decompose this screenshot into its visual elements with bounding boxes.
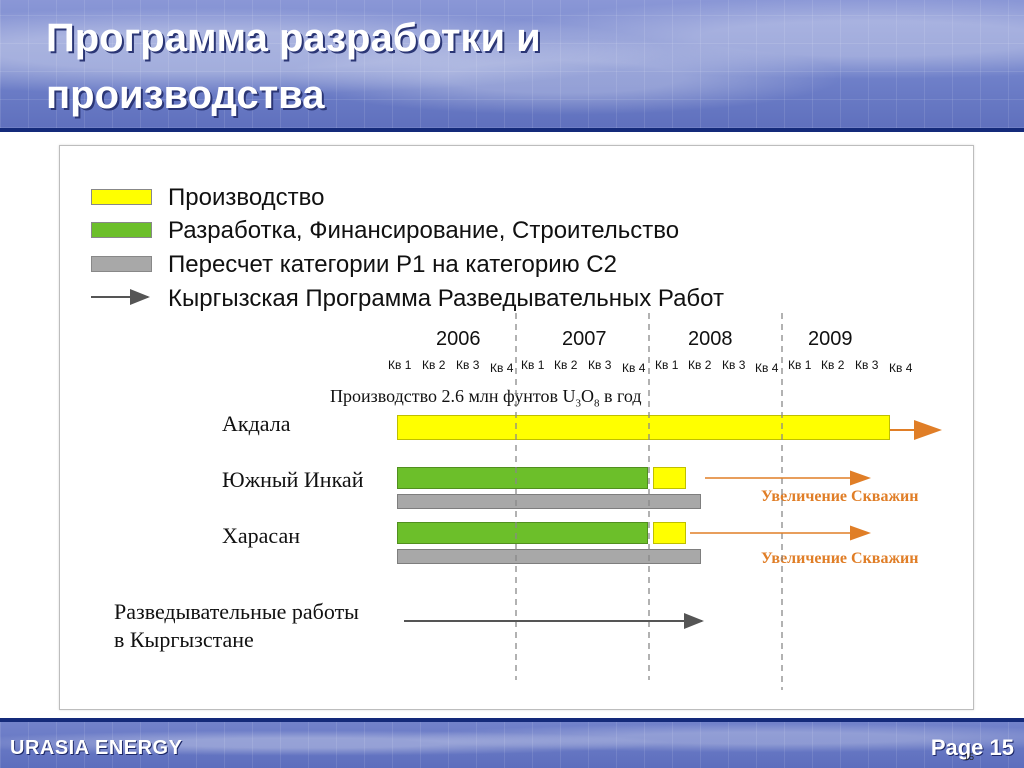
production-note-prefix: Производство 2.6 млн фунтов U	[330, 386, 576, 406]
brand-logo: URASIA ENERGY	[10, 737, 183, 759]
page-number: Page 15	[930, 735, 1014, 760]
quarter-label: Кв 4	[755, 361, 779, 375]
year-label-2007: 2007	[562, 328, 607, 350]
bar-south-inkai-development	[397, 467, 648, 489]
annotation-increase-wells-south-inkai: Увеличение Скважин	[761, 488, 919, 505]
bar-south-inkai-production	[653, 467, 686, 489]
annotation-increase-wells-harasan: Увеличение Скважин	[761, 550, 919, 567]
slide-title: Программа разработки и производства	[46, 10, 746, 124]
legend-swatch-reclassification	[91, 256, 152, 272]
bar-akdala-production	[397, 415, 890, 440]
bar-harasan-development	[397, 522, 648, 544]
legend-swatch-development	[91, 222, 152, 238]
header-divider	[0, 128, 1024, 132]
legend-swatch-production	[91, 189, 152, 205]
quarter-label: Кв 2	[821, 358, 845, 372]
page-number-small: 15	[964, 752, 975, 762]
year-label-2008: 2008	[688, 328, 733, 350]
row-label-exploration-line1: Разведывательные работы	[114, 599, 359, 624]
header-banner	[0, 0, 1024, 128]
row-label-exploration-line2: в Кыргызстане	[114, 627, 254, 652]
row-label-exploration: Разведывательные работы в Кыргызстане	[114, 598, 359, 654]
slide-title-line1: Программа разработки и	[46, 16, 541, 60]
quarter-label: Кв 4	[622, 361, 646, 375]
footer-divider	[0, 718, 1024, 722]
quarter-label: Кв 1	[521, 358, 545, 372]
legend-label-reclassification: Пересчет категории Р1 на категорию С2	[168, 251, 617, 278]
quarter-label: Кв 1	[388, 358, 412, 372]
production-note: Производство 2.6 млн фунтов U3O8 в год	[330, 386, 642, 410]
footer-banner	[0, 718, 1024, 768]
row-label-south-inkai: Южный Инкай	[222, 467, 364, 492]
year-label-2009: 2009	[808, 328, 853, 350]
quarter-label: Кв 4	[889, 361, 913, 375]
quarter-label: Кв 2	[554, 358, 578, 372]
quarter-label: Кв 3	[855, 358, 879, 372]
legend-label-production: Производство	[168, 184, 325, 211]
quarter-label: Кв 2	[422, 358, 446, 372]
quarter-label: Кв 3	[456, 358, 480, 372]
quarter-label: Кв 4	[490, 361, 514, 375]
production-note-mid: O	[580, 386, 594, 406]
quarter-label: Кв 3	[722, 358, 746, 372]
bar-harasan-reclassification	[397, 549, 701, 564]
quarter-label: Кв 3	[588, 358, 612, 372]
quarter-label: Кв 2	[688, 358, 712, 372]
bar-south-inkai-reclassification	[397, 494, 701, 509]
quarter-label: Кв 1	[655, 358, 679, 372]
quarter-label: Кв 1	[788, 358, 812, 372]
row-label-akdala: Акдала	[222, 411, 291, 436]
legend-label-development: Разработка, Финансирование, Строительств…	[168, 217, 680, 244]
production-note-sub1: 3	[575, 397, 581, 410]
legend-label-exploration: Кыргызская Программа Разведывательных Ра…	[168, 285, 724, 312]
row-label-harasan: Харасан	[222, 523, 300, 548]
bar-harasan-production	[653, 522, 686, 544]
production-note-sub2: 8	[593, 397, 600, 410]
production-note-suffix: в год	[599, 386, 642, 406]
slide-title-line2: производства	[46, 73, 325, 117]
year-label-2006: 2006	[436, 328, 481, 350]
